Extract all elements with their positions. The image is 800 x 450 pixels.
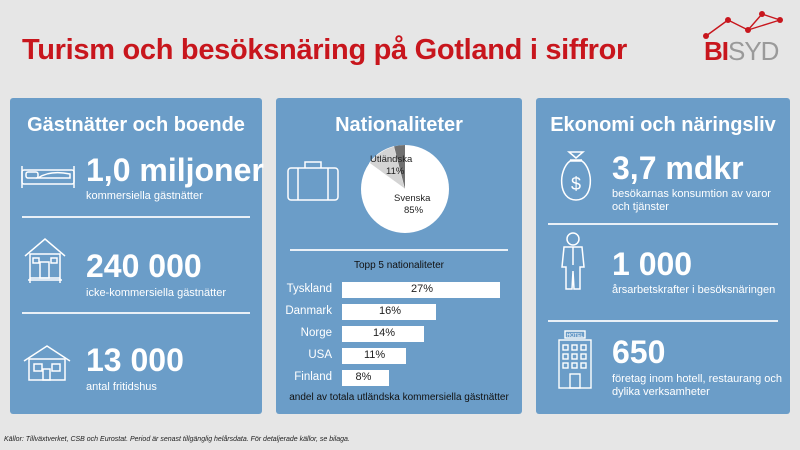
bed-icon [20,164,76,190]
stat-label: kommersiella gästnätter [86,190,203,202]
page-title: Turism och besöksnäring på Gotland i sif… [22,34,628,66]
cabin-icon [22,236,68,284]
bar-row: Norge 14% [276,326,522,342]
hotel-sign-text: HOTEL [567,333,584,339]
panel-nationaliteter: Nationaliteter Utländska 11% Svenska 85%… [276,98,522,414]
bar-row: Tyskland 27% [276,282,522,298]
logo-text: BISYD [704,36,779,67]
bisyd-logo [700,6,792,72]
panel-title: Nationaliteter [335,114,463,136]
bar-label: Danmark [285,305,332,317]
bar-value: 14% [373,327,396,339]
stat-label: besökarnas konsumtion av varor och tjäns… [612,188,771,213]
bars-caption: andel av totala utländska kommersiella g… [289,392,509,403]
pie-label-utlandska: Utländska [370,154,413,165]
bar-value: 11% [364,349,386,361]
pie-label-svenska: Svenska [394,193,431,204]
stat-label: antal fritidshus [86,381,157,393]
pie-slice-other [394,145,405,189]
stat-value: 1,0 miljoner [86,152,264,188]
bar-row: Finland 8% [276,370,522,386]
house-icon [22,344,72,382]
bar [342,304,436,320]
svg-text:$: $ [571,174,581,194]
top5-title: Topp 5 nationaliteter [353,260,445,271]
pie-pct-svenska: 85% [404,205,424,216]
stat-label: icke-kommersiella gästnätter [86,287,226,299]
bar [342,348,406,364]
bar-label: Finland [294,371,332,383]
money-bag-icon: $ [556,148,596,204]
panel-gastnatter: Gästnätter och boende 1,0 miljoner komme… [10,98,264,414]
stat-value: 650 [612,334,666,370]
stat-value: 240 000 [86,248,202,284]
bar-row: USA 11% [276,348,522,364]
hotel-icon: HOTEL [556,330,594,390]
stat-label: årsarbetskrafter i besöksnäringen [612,284,776,296]
bar-value: 27% [411,283,434,295]
bar-row: Danmark 16% [276,304,522,320]
panel-title: Ekonomi och näringsliv [550,114,776,136]
bar-label: USA [308,349,332,361]
network-graphic-icon [703,11,783,39]
divider [548,223,778,225]
divider [290,249,508,251]
pie-pct-utlandska: 11% [386,166,405,177]
logo-bi: BI [704,36,729,66]
suitcase-icon [286,158,340,202]
bar [342,370,389,386]
panel-ekonomi: Ekonomi och näringsliv $ 3,7 mdkr besöka… [536,98,790,414]
pie-slice-utlandska [368,146,406,190]
bar [342,326,424,342]
stat-value: 13 000 [86,342,184,378]
divider [22,312,250,314]
bar-value: 8% [355,371,372,383]
footer-sources: Källor: Tillväxtverket, CSB och Eurostat… [4,436,350,443]
bar [342,282,500,298]
bar-label: Norge [300,327,332,339]
logo-syd: SYD [728,36,779,66]
stat-value: 3,7 mdkr [612,150,744,186]
nationality-pie-chart: Utländska 11% Svenska 85% [360,144,449,233]
panel-title: Gästnätter och boende [27,114,245,136]
bar-label: Tyskland [286,283,332,295]
stat-label: företag inom hotell, restaurang och dyli… [612,373,782,398]
divider [548,320,778,322]
bar-value: 16% [379,305,402,317]
divider [22,216,250,218]
stat-value: 1 000 [612,246,693,282]
worker-icon [558,231,588,291]
